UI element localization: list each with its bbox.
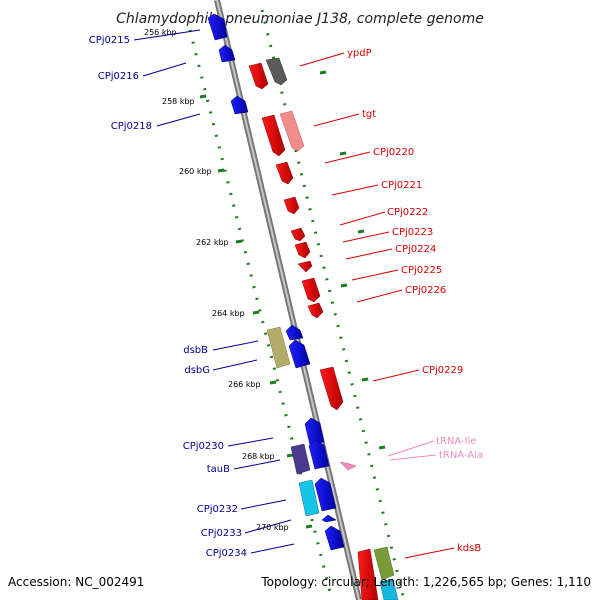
label-CPj0221: CPj0221 xyxy=(381,180,422,191)
gene-kdsB xyxy=(357,548,379,600)
gene-tauB-purple xyxy=(290,443,311,475)
gene-CPj0224 xyxy=(297,260,313,273)
tick-label-266: 266 kbp xyxy=(228,380,261,389)
label-CPj0225: CPj0225 xyxy=(401,265,442,276)
gene-CPj0225 xyxy=(301,277,321,303)
label-CPj0223: CPj0223 xyxy=(392,227,433,238)
label-kdsB: kdsB xyxy=(457,543,481,554)
gene-dsbG xyxy=(288,339,311,369)
gene-CPj0218 xyxy=(230,95,249,115)
gene-tgt-pink xyxy=(279,110,305,152)
label-CPj0218: CPj0218 xyxy=(111,121,152,132)
tick-label-264: 264 kbp xyxy=(212,309,245,318)
label-CPj0229: CPj0229 xyxy=(422,365,463,376)
gene-dsbB xyxy=(285,324,304,341)
genome-backbone-highlight xyxy=(216,0,360,600)
label-dsbG: dsbG xyxy=(184,365,210,376)
tick-label-268: 268 kbp xyxy=(242,452,275,461)
gene-cyan-bottom xyxy=(379,578,399,600)
tick-dots-left xyxy=(188,29,334,600)
label-tRNA-Ala: tRNA-Ala xyxy=(439,450,483,461)
leaders-left xyxy=(133,29,295,554)
tick-label-270: 270 kbp xyxy=(256,523,289,532)
gene-CPj0220 xyxy=(275,161,294,185)
gene-CPj0233 xyxy=(321,514,337,523)
gene-CPj0226 xyxy=(307,302,324,319)
label-CPj0234: CPj0234 xyxy=(206,548,247,559)
label-CPj0226: CPj0226 xyxy=(405,285,446,296)
label-CPj0224: CPj0224 xyxy=(395,244,436,255)
gene-CPj0234 xyxy=(324,525,345,551)
gene-CPj0216 xyxy=(218,44,236,63)
gene-CPj0215 xyxy=(207,13,228,41)
label-tgt: tgt xyxy=(362,109,376,120)
tick-dots-right xyxy=(260,9,406,600)
major-ticks xyxy=(199,70,386,529)
label-CPj0232: CPj0232 xyxy=(197,504,238,515)
reverse-genes xyxy=(207,13,345,551)
label-CPj0215: CPj0215 xyxy=(89,35,130,46)
gene-CPj0230 xyxy=(304,417,325,446)
label-CPj0216: CPj0216 xyxy=(98,71,139,82)
label-CPj0222: CPj0222 xyxy=(387,207,428,218)
gene-CPj0223 xyxy=(294,241,311,259)
gene-tauB xyxy=(308,439,330,470)
label-ypdP: ypdP xyxy=(347,48,372,59)
label-dsbB: dsbB xyxy=(183,345,208,356)
gene-ypdP xyxy=(248,62,269,90)
tick-label-258: 258 kbp xyxy=(162,97,195,106)
forward-genes xyxy=(248,57,399,600)
gene-CPj0232 xyxy=(314,477,337,512)
leaders-right xyxy=(299,52,455,559)
leaders-trna xyxy=(387,440,437,461)
label-CPj0230: CPj0230 xyxy=(183,441,224,452)
tick-label-262: 262 kbp xyxy=(196,238,229,247)
gene-trna xyxy=(339,461,357,471)
tick-label-256: 256 kbp xyxy=(144,28,177,37)
gene-CPj0232-cyan xyxy=(298,479,320,517)
map-title: Chlamydophila pneumoniae J138, complete … xyxy=(116,11,484,27)
topology-text: Topology: circular; Length: 1,226,565 bp… xyxy=(260,575,591,589)
gene-tgt xyxy=(261,114,286,157)
gene-CPj0222 xyxy=(290,227,306,242)
label-CPj0233: CPj0233 xyxy=(201,528,242,539)
gene-olive xyxy=(373,546,395,581)
label-tRNA-Ile: tRNA-Ile xyxy=(436,436,476,447)
accession-text: Accession: NC_002491 xyxy=(8,575,144,589)
gene-CPj0229 xyxy=(319,366,344,411)
label-tauB: tauB xyxy=(207,464,230,475)
gene-grey xyxy=(265,57,288,86)
gene-dsbB-olive xyxy=(266,326,291,369)
tick-label-260: 260 kbp xyxy=(179,167,212,176)
label-CPj0220: CPj0220 xyxy=(373,147,414,158)
gene-CPj0221 xyxy=(283,196,300,215)
